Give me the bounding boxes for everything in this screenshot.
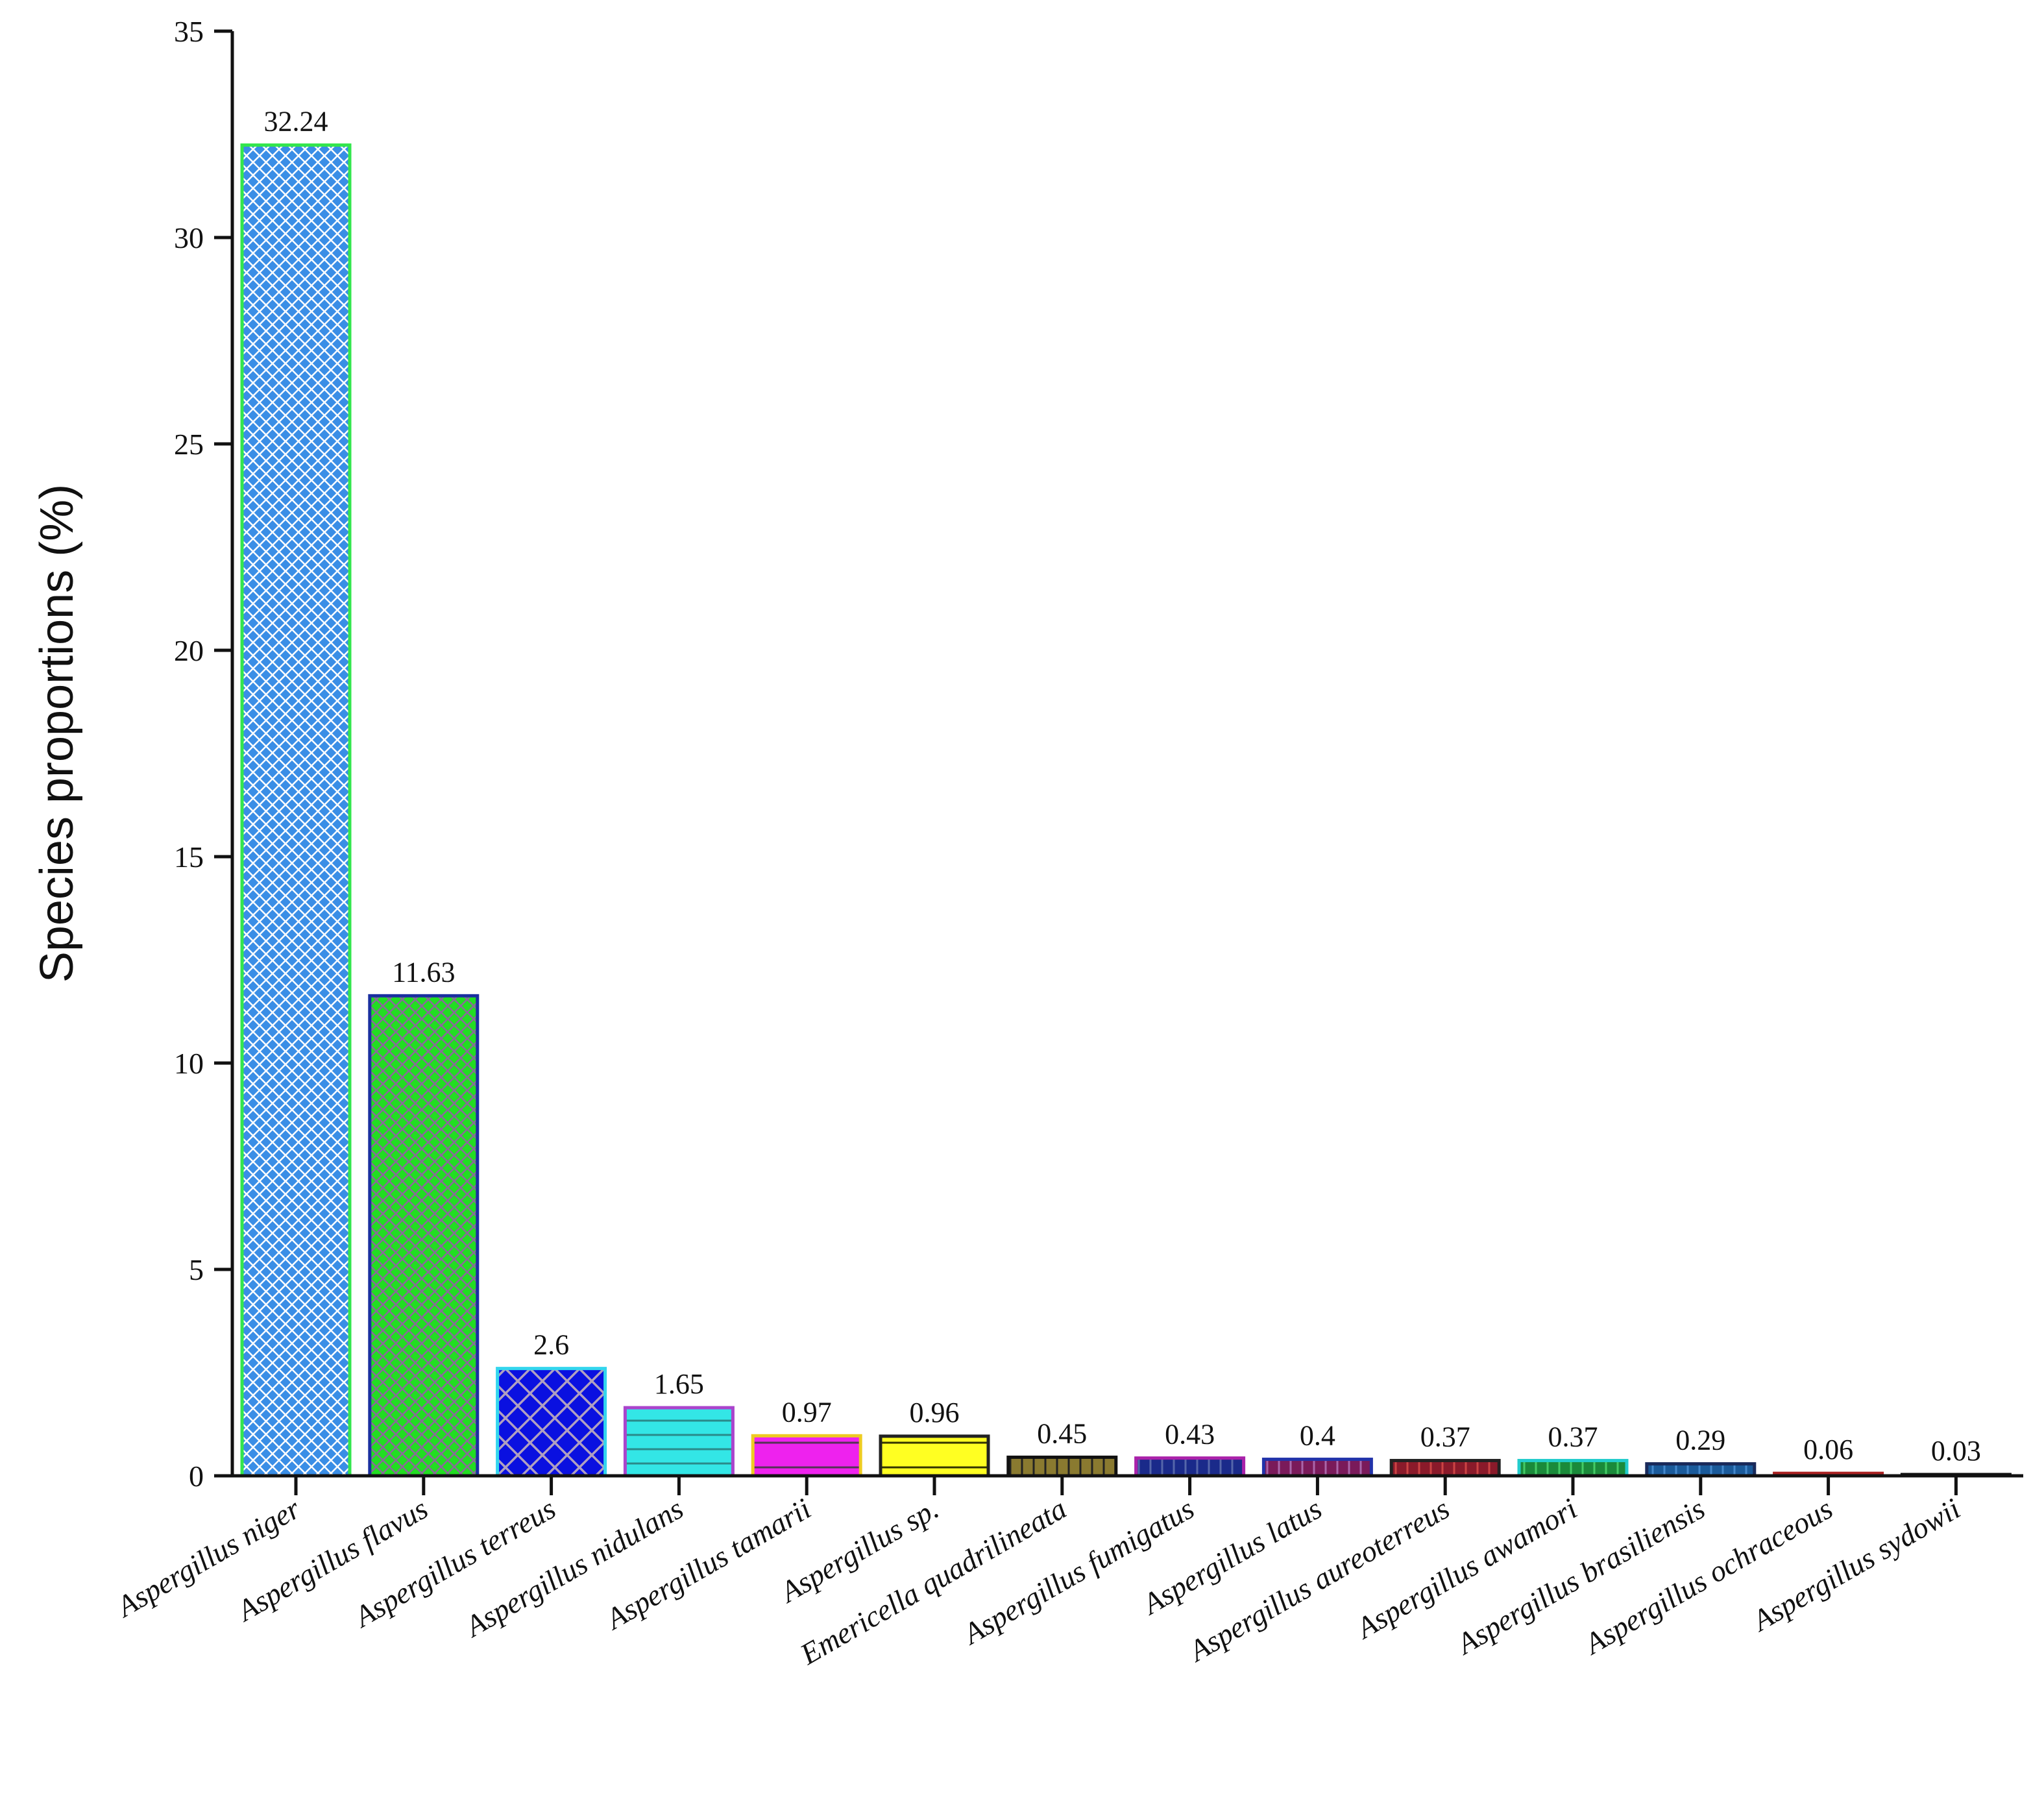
bar-value-label: 0.37 <box>1420 1421 1470 1452</box>
y-tick-label: 30 <box>174 221 204 254</box>
y-tick-label: 15 <box>174 840 204 874</box>
category-label: Aspergillus sydowii <box>1746 1491 1966 1638</box>
bar-value-label: 0.43 <box>1165 1419 1215 1450</box>
bar-value-label: 2.6 <box>533 1329 569 1361</box>
bar-value-label: 0.45 <box>1037 1417 1087 1449</box>
bar-10 <box>1389 1458 1501 1478</box>
bar-value-label: 0.06 <box>1803 1434 1853 1465</box>
y-tick-label: 25 <box>174 428 204 461</box>
category-label: Aspergillus tamarii <box>599 1491 816 1636</box>
bar-5 <box>751 1434 862 1478</box>
bar-value-label: 0.03 <box>1931 1435 1981 1467</box>
bar-11 <box>1517 1458 1629 1478</box>
bar-3 <box>496 1367 607 1478</box>
bar-value-label: 0.37 <box>1548 1421 1598 1452</box>
y-tick-label: 20 <box>174 634 204 667</box>
y-tick-label: 10 <box>174 1047 204 1080</box>
bar-value-label: 0.96 <box>910 1397 960 1428</box>
y-tick-label: 35 <box>174 15 204 48</box>
bar-8 <box>1134 1456 1246 1478</box>
axes-group <box>230 31 2023 1478</box>
bar-2 <box>368 994 480 1478</box>
bar-value-label: 0.4 <box>1300 1420 1335 1452</box>
bar-1 <box>240 143 352 1478</box>
y-tick-label: 0 <box>189 1460 204 1493</box>
value-labels-group: 32.24 11.63 2.6 1.65 0.97 0.96 0.45 0.43 0.4 0.37… <box>264 106 1981 1467</box>
bar-value-label: 0.29 <box>1675 1425 1725 1456</box>
category-label: Aspergillus awamori <box>1349 1491 1583 1645</box>
y-tick-label: 5 <box>189 1253 204 1286</box>
y-ticks-group: 0 5 10 15 20 25 30 35 <box>174 15 232 1493</box>
category-label: Aspergillus nidulans <box>458 1491 688 1644</box>
bar-value-label: 0.97 <box>782 1396 832 1428</box>
bar-value-label: 1.65 <box>654 1368 704 1400</box>
bars-group <box>240 143 2012 1478</box>
bar-4 <box>623 1406 735 1478</box>
bar-6 <box>879 1434 990 1478</box>
bar-7 <box>1006 1455 1118 1478</box>
bar-12 <box>1645 1462 1757 1478</box>
bar-9 <box>1261 1458 1373 1478</box>
bar-value-label: 32.24 <box>264 106 328 138</box>
y-axis-title: Species proportions (%) <box>31 484 83 983</box>
bar-value-label: 11.63 <box>392 956 455 988</box>
x-ticks-group <box>294 1476 1958 1495</box>
category-label: Aspergillus fumigatus <box>956 1491 1199 1651</box>
